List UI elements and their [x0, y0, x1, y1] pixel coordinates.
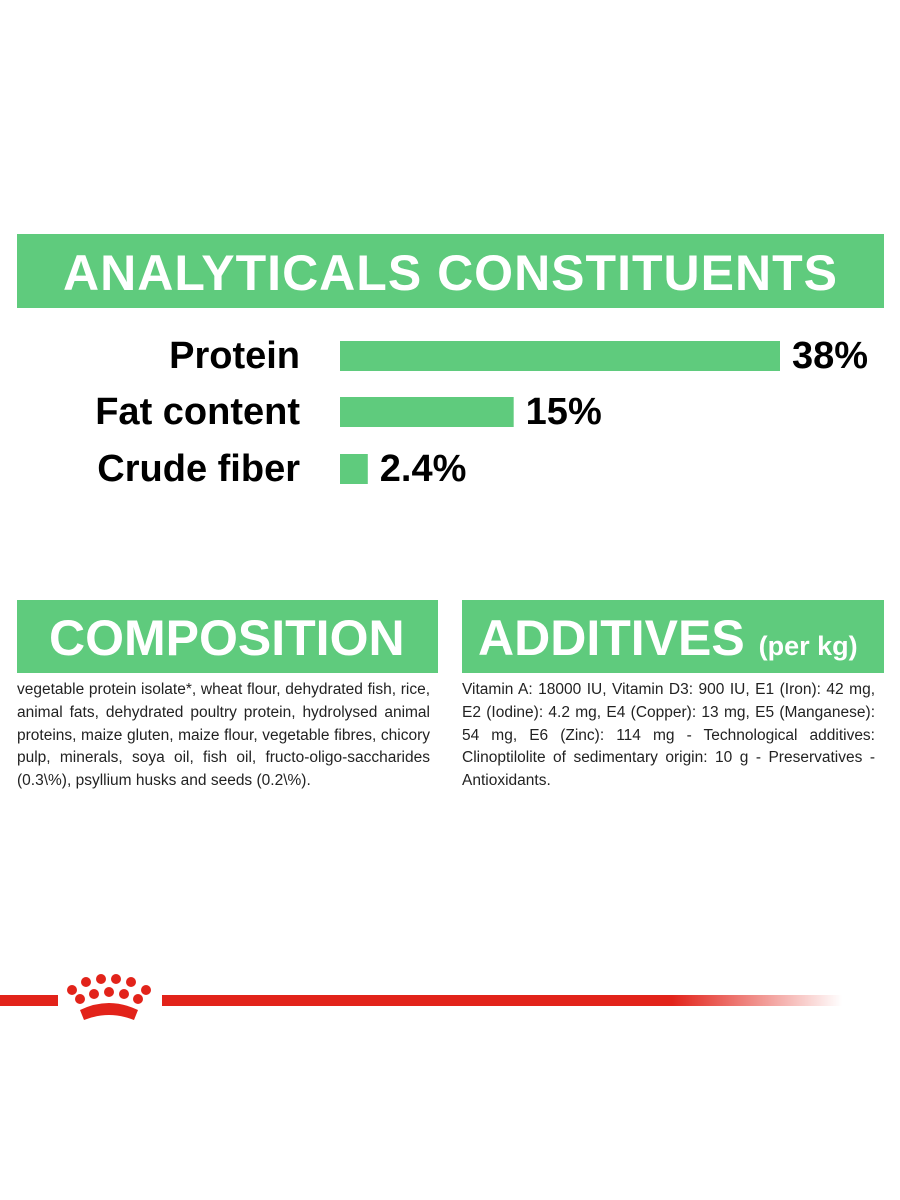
value-label: 38%	[792, 335, 868, 377]
chart-title: ANALYTICALS CONSTITUENTS	[17, 234, 884, 308]
section-subtitle: (per kg)	[758, 631, 858, 661]
composition-text: vegetable protein isolate*, wheat flour,…	[17, 681, 430, 790]
bar	[340, 454, 368, 484]
bar	[340, 397, 514, 427]
value-label: 15%	[526, 391, 602, 433]
category-label: Protein	[169, 335, 300, 377]
brand-footer	[0, 974, 842, 1020]
bar	[340, 341, 780, 371]
category-label: Crude fiber	[97, 448, 300, 490]
section-title: ADDITIVES	[478, 610, 745, 666]
category-label: Fat content	[95, 391, 300, 433]
additives-text: Vitamin A: 18000 IU, Vitamin D3: 900 IU,…	[462, 681, 875, 790]
chart: Protein 38% Fat content 15% Crude fiber 2.4%	[95, 335, 868, 490]
section-header: ADDITIVES (per kg)	[462, 600, 884, 673]
brand-line	[162, 995, 842, 1006]
section-title: COMPOSITION	[17, 600, 438, 673]
crown-logo	[67, 974, 151, 1020]
value-label: 2.4%	[380, 448, 467, 490]
brand-line	[0, 995, 58, 1006]
